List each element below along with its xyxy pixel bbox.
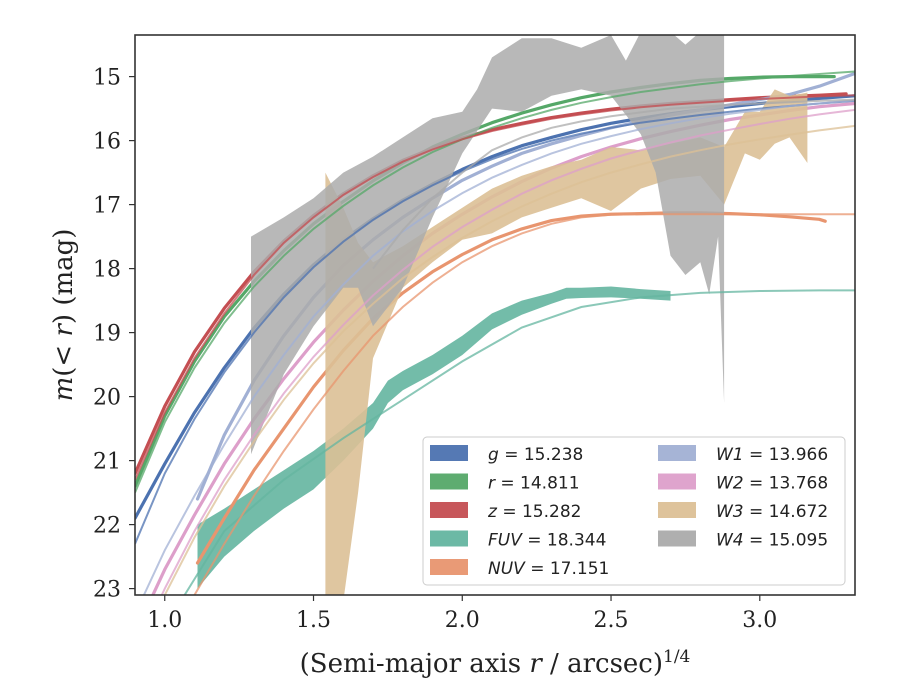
legend-swatch <box>658 502 696 518</box>
y-tick-label: 22 <box>93 514 121 539</box>
series-r-fit <box>135 70 855 493</box>
series-g-fit <box>135 99 855 545</box>
y-tick-label: 19 <box>93 322 121 347</box>
x-tick-label: 2.5 <box>594 608 629 633</box>
series-r-band <box>135 75 836 488</box>
series-w3-fit <box>163 124 855 595</box>
legend-swatch <box>430 473 468 490</box>
legend-item-w2: W2 = 13.768 <box>658 473 828 494</box>
x-tick-label: 3.0 <box>742 608 777 633</box>
legend-swatch <box>430 530 468 547</box>
legend-swatch <box>430 502 468 518</box>
legend-swatch <box>430 559 468 575</box>
series-w1-fit <box>142 99 855 595</box>
x-axis-ticks: 1.0 1.5 2.0 2.5 3.0 <box>147 595 777 633</box>
y-label-open: (< <box>49 337 79 377</box>
legend-swatch <box>430 445 468 461</box>
y-tick-label: 23 <box>93 578 121 603</box>
y-tick-label: 18 <box>93 258 121 283</box>
plot-area <box>135 35 855 595</box>
series-w4-band <box>251 35 725 455</box>
y-tick-label: 16 <box>93 130 121 155</box>
legend-item-fuv: FUV = 18.344 <box>430 530 606 551</box>
legend-label: r = 14.811 <box>488 474 580 494</box>
x-tick-label: 1.5 <box>296 608 331 633</box>
legend-label: FUV = 18.344 <box>488 531 606 551</box>
legend: g = 15.238 r = 14.811 z = 15.282 FUV = 18.3… <box>422 436 846 586</box>
y-tick-label: 20 <box>93 386 121 411</box>
legend-label: W4 = 15.095 <box>716 531 828 551</box>
y-axis-label: m(< r) (mag) <box>49 229 79 402</box>
series-w2-fit <box>160 108 855 595</box>
legend-label: W2 = 13.768 <box>716 474 828 494</box>
x-axis-label: (Semi-major axis r / arcsec)1/4 <box>300 647 691 679</box>
x-tick-label: 1.0 <box>147 608 182 633</box>
y-label-m: m <box>49 377 79 402</box>
legend-item-z: z = 15.282 <box>430 502 581 522</box>
legend-item-nuv: NUV = 17.151 <box>430 559 609 579</box>
legend-label: W1 = 13.966 <box>716 445 828 465</box>
legend-item-w4: W4 = 15.095 <box>658 530 828 551</box>
y-label-close: ) (mag) <box>49 229 79 325</box>
legend-swatch <box>658 473 696 490</box>
series-w4-fit <box>372 98 855 270</box>
series-w4-profile <box>251 35 725 455</box>
series-z-fit <box>135 94 855 481</box>
y-axis-ticks: 15 16 17 18 19 20 21 22 23 <box>93 66 135 603</box>
legend-item-w1: W1 = 13.966 <box>658 445 828 465</box>
x-tick-label: 2.0 <box>445 608 480 633</box>
series-nuv-fit <box>193 213 855 595</box>
legend-item-w3: W3 = 14.672 <box>658 502 828 522</box>
legend-box <box>422 436 846 586</box>
y-tick-label: 15 <box>93 66 121 91</box>
legend-label: NUV = 17.151 <box>488 559 609 579</box>
legend-swatch <box>658 530 696 547</box>
legend-label: W3 = 14.672 <box>716 502 828 522</box>
legend-item-r: r = 14.811 <box>430 473 580 494</box>
axes-frame <box>134 34 856 596</box>
y-tick-label: 17 <box>93 194 121 219</box>
series-fuv-fit <box>183 289 855 595</box>
series-r-profile <box>135 75 836 488</box>
y-tick-label: 21 <box>93 450 121 475</box>
legend-item-g: g = 15.238 <box>430 445 583 465</box>
legend-swatch <box>658 445 696 461</box>
legend-label: z = 15.282 <box>487 502 581 522</box>
legend-label: g = 15.238 <box>488 445 583 465</box>
y-label-r: r <box>49 323 79 337</box>
